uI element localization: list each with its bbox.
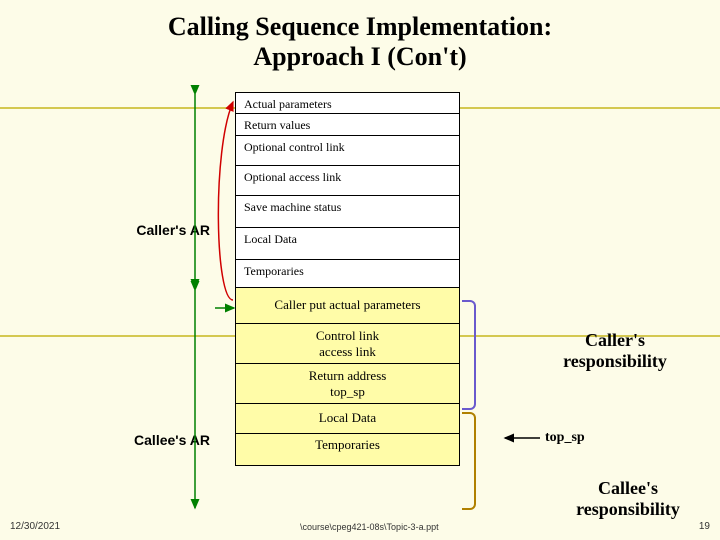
cell-temporaries-2: Temporaries [235,434,460,466]
cell-control-access-link: Control link access link [235,324,460,364]
cell-control-link: Optional control link [235,136,460,166]
callee-responsibility-label: Callee's responsibility [548,478,708,520]
cell-local-data-2: Local Data [235,404,460,434]
top-sp-label: top_sp [545,430,585,446]
cell-save-machine-status: Save machine status [235,196,460,228]
cell-access-link: Optional access link [235,166,460,196]
caller-ar-label: Caller's AR [100,222,210,238]
title-line1: Calling Sequence Implementation: [168,12,552,41]
footer-date: 12/30/2021 [10,521,60,532]
cell-temporaries: Temporaries [235,260,460,288]
callee-responsibility-bracket [462,412,476,510]
caller-responsibility-label: Caller's responsibility [540,330,690,372]
caller-responsibility-bracket [462,300,476,410]
cell-local-data: Local Data [235,228,460,260]
footer-page-number: 19 [699,521,710,532]
cell-caller-put-params: Caller put actual parameters [235,288,460,324]
cell-return-values: Return values [235,114,460,136]
activation-record-stack: Actual parameters Return values Optional… [235,92,460,466]
title-line2: Approach I (Con't) [253,42,466,71]
cell-actual-parameters: Actual parameters [235,92,460,114]
callee-ar-label: Callee's AR [100,432,210,448]
cell-return-addr-topsp: Return address top_sp [235,364,460,404]
footer-path: \course\cpeg421-08s\Topic-3-a.ppt [300,522,439,532]
